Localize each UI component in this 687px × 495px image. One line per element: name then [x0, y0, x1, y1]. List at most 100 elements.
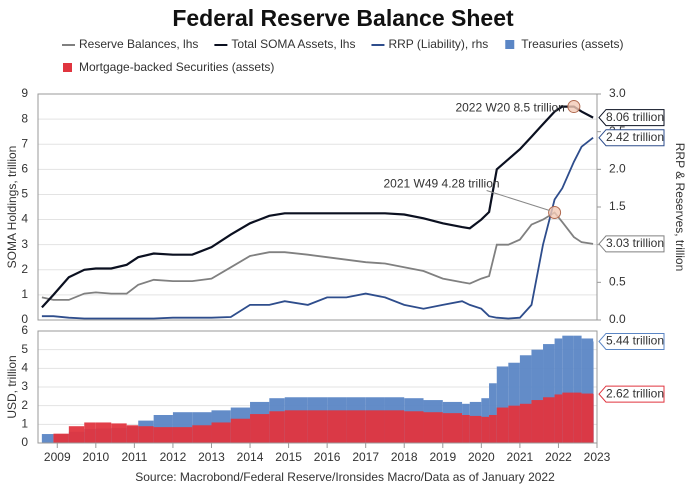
x-tick-label: 2018	[391, 450, 418, 464]
bar	[469, 415, 482, 443]
end-tag-box	[598, 109, 665, 127]
bar	[404, 411, 424, 443]
bar	[531, 349, 544, 443]
bar	[489, 415, 497, 443]
bar	[423, 412, 443, 443]
y2-tick-label: 2.0	[609, 162, 626, 176]
series-line	[41, 105, 594, 309]
end-tag-label: 8.06 trillion	[606, 110, 664, 124]
x-tick-label: 2012	[160, 450, 187, 464]
y2-tick-label: 1.5	[609, 199, 626, 213]
y-tick-label: 6	[21, 162, 28, 176]
x-tick-label: 2014	[237, 450, 264, 464]
chart-title: Federal Reserve Balance Sheet	[172, 5, 514, 31]
x-tick-label: 2019	[429, 450, 456, 464]
x-tick-label: 2013	[198, 450, 225, 464]
legend-label: Mortgage-backed Securities (assets)	[79, 60, 274, 74]
bar	[41, 434, 54, 443]
legend-swatch	[505, 40, 515, 49]
x-tick-label: 2015	[275, 450, 302, 464]
end-tag-label: 2.62 trillion	[606, 386, 664, 400]
bar	[554, 338, 563, 443]
x-tick-label: 2016	[314, 450, 341, 464]
bar	[126, 425, 139, 443]
bar	[250, 414, 270, 443]
bar	[68, 426, 85, 443]
bar	[84, 422, 96, 443]
bar	[496, 366, 509, 443]
bar	[462, 415, 470, 443]
bar	[593, 394, 594, 443]
bar	[508, 405, 520, 443]
end-tag-label: 3.03 trillion	[606, 236, 664, 250]
legend-label: Treasuries (assets)	[521, 37, 623, 51]
y-tick-label: 5	[21, 187, 28, 201]
y-tick-label: 9	[21, 86, 28, 100]
y2-tick-label: 3.0	[609, 86, 626, 100]
bar	[346, 410, 366, 443]
bar	[172, 427, 193, 443]
annotation-label: 2021 W49 4.28 trillion	[384, 177, 500, 191]
end-tag-label: 2.42 trillion	[606, 130, 664, 144]
bar	[581, 393, 594, 443]
bar	[554, 394, 563, 443]
annotation-marker	[567, 100, 581, 114]
y-tick-label: 3	[21, 379, 28, 393]
y-tick-label: 3	[21, 237, 28, 251]
bar	[230, 418, 251, 443]
x-tick-label: 2009	[44, 450, 71, 464]
end-tag-label: 5.44 trillion	[606, 334, 664, 348]
bar	[95, 422, 112, 443]
end-tag-box	[598, 129, 665, 147]
x-tick-label: 2021	[507, 450, 534, 464]
bar	[519, 403, 532, 443]
bar	[442, 413, 463, 443]
legend-label: Reserve Balances, lhs	[79, 37, 198, 51]
series-line	[41, 211, 594, 301]
annotation-label: 2022 W20 8.5 trillion	[455, 101, 564, 115]
end-tag-box	[598, 235, 665, 253]
y-tick-label: 0	[21, 312, 28, 326]
bar	[573, 335, 582, 443]
end-tag-box	[598, 385, 665, 403]
y-tick-label: 6	[21, 323, 28, 337]
y2-tick-label: 0.0	[609, 312, 626, 326]
source-note: Source: Macrobond/Federal Reserve/Ironsi…	[135, 470, 555, 484]
bar	[573, 392, 582, 443]
annotation-marker	[548, 206, 562, 220]
y-tick-label: 4	[21, 361, 28, 375]
x-tick-label: 2011	[121, 450, 147, 464]
bar	[496, 407, 509, 443]
y-tick-label: 1	[21, 287, 28, 301]
y-axis-title: SOMA Holdings, trillion	[5, 146, 19, 269]
bar	[543, 344, 555, 443]
y-tick-label: 1	[21, 417, 28, 431]
bar	[327, 410, 347, 443]
bar	[489, 383, 497, 443]
bar	[508, 362, 520, 443]
x-tick-label: 2020	[468, 450, 495, 464]
bar	[211, 422, 231, 443]
legend-label: RRP (Liability), rhs	[388, 37, 488, 51]
end-tag-box	[598, 332, 665, 350]
y-tick-label: 2	[21, 398, 28, 412]
bar	[307, 410, 328, 443]
bar	[365, 410, 385, 443]
bar	[284, 410, 308, 443]
x-tick-label: 2010	[82, 450, 109, 464]
bar	[531, 400, 544, 443]
bar	[543, 397, 555, 443]
bar	[519, 355, 532, 443]
x-tick-label: 2022	[545, 450, 572, 464]
y-tick-label: 7	[21, 136, 28, 150]
y-tick-label: 8	[21, 111, 28, 125]
bar	[192, 425, 212, 443]
y-tick-label: 0	[21, 435, 28, 449]
annotation-leader	[486, 190, 550, 212]
y2-axis-title: RRP & Reserves, trillion	[673, 143, 687, 271]
bar	[581, 338, 594, 443]
bar	[111, 423, 127, 443]
bar	[53, 433, 69, 443]
y2-tick-label: 0.5	[609, 275, 626, 289]
